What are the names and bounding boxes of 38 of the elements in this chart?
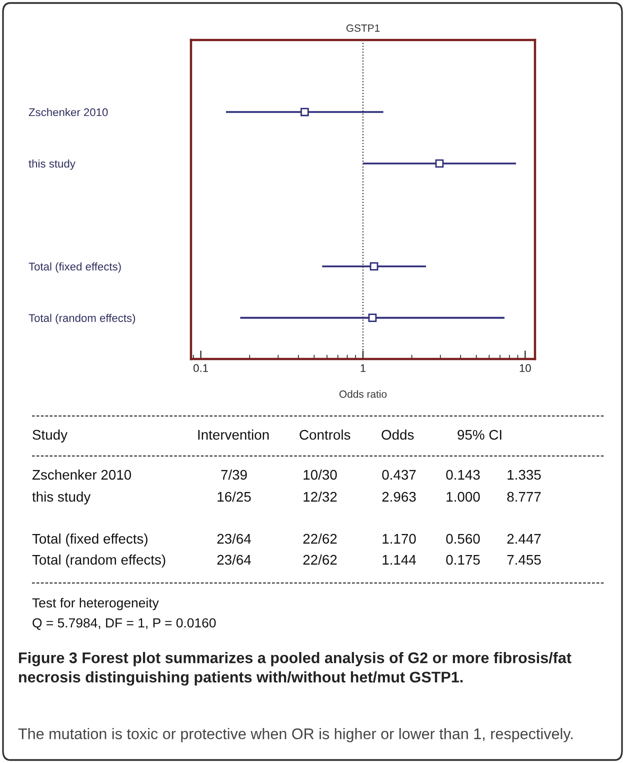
text: Odds xyxy=(382,430,414,440)
text: Controls xyxy=(300,430,350,440)
text: 95% CI xyxy=(458,430,502,440)
chart-title: GSTP1 xyxy=(346,24,380,32)
x-tick-label: 10 xyxy=(520,364,531,372)
text: 0.175 xyxy=(446,554,480,565)
text: 23/64 xyxy=(217,534,251,544)
text: 0.560 xyxy=(446,534,480,544)
y-tick-label: Total (random effects) xyxy=(28,314,136,324)
text: Study xyxy=(32,430,68,442)
caption: Figure 3 Forest plot summarizes a pooled analysis of G2 or more fibrosis/fat necrosis distinguishing patients with/without het/mut GSTP1. xyxy=(19,652,572,686)
text: 1.000 xyxy=(446,492,480,502)
text: 23/64 xyxy=(217,554,251,565)
text: Test for heterogeneity xyxy=(32,598,159,610)
text: 2.447 xyxy=(507,534,541,544)
text: Intervention xyxy=(198,430,269,440)
x-axis-title: Odds ratio xyxy=(339,390,387,398)
text: 16/25 xyxy=(218,492,251,502)
text: Q = 5.7984, DF = 1, P = 0.0160 xyxy=(32,618,216,630)
text: 1.170 xyxy=(382,534,416,544)
text: 0.143 xyxy=(446,470,480,480)
text: 1.335 xyxy=(508,470,541,480)
text: 0.437 xyxy=(382,470,416,480)
text: 10/30 xyxy=(304,470,337,480)
text: 22/62 xyxy=(303,554,337,565)
text: 1.144 xyxy=(382,555,416,565)
text: 22/62 xyxy=(303,534,337,544)
text: 12/32 xyxy=(304,492,337,502)
text: 7/39 xyxy=(221,470,247,480)
text: 2.963 xyxy=(382,492,416,502)
text: 7.455 xyxy=(507,555,541,565)
y-tick-label: this study xyxy=(28,159,76,170)
text: 8.777 xyxy=(507,492,541,502)
text: The mutation is toxic or protective when OR is higher or lower than 1, respectively. xyxy=(18,728,573,742)
x-tick-label: 1 xyxy=(360,364,366,372)
y-tick-label: Total (fixed effects) xyxy=(28,262,121,273)
y-tick-label: Zschenker 2010 xyxy=(28,108,108,116)
x-tick-label: 0.1 xyxy=(194,364,208,372)
